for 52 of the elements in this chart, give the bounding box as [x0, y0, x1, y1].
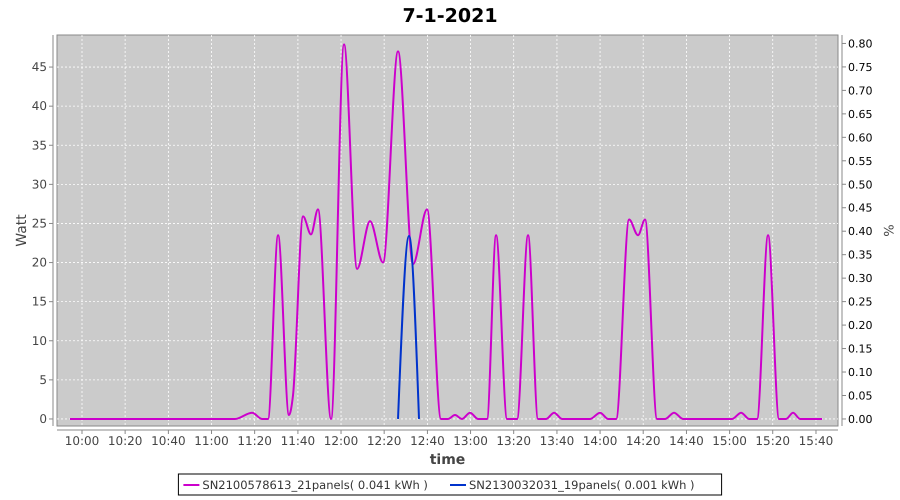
y-tick-label: 15 [32, 294, 47, 309]
y-axis-title: Watt [14, 214, 30, 247]
y2-tick-label: 0.45 [848, 202, 872, 215]
x-tick-label: 10:00 [64, 434, 100, 448]
legend-label: SN2130032031_19panels( 0.001 kWh ) [469, 478, 695, 492]
x-tick-label: 11:20 [237, 434, 272, 448]
y2-tick-label: 0.70 [848, 84, 872, 98]
y-tick-label: 5 [39, 372, 47, 387]
y2-tick-label: 0.60 [848, 131, 872, 144]
y2-tick-label: 0.35 [848, 248, 872, 262]
x-tick-label: 15:00 [712, 434, 747, 448]
y2-tick-label: 0.15 [848, 342, 872, 356]
x-tick-label: 15:40 [798, 434, 834, 448]
x-tick-label: 12:00 [324, 434, 358, 448]
x-tick-label: 14:40 [669, 434, 704, 448]
y-tick-label: 10 [32, 334, 47, 348]
x-tick-label: 11:00 [194, 434, 229, 448]
x-tick-label: 12:20 [366, 434, 402, 448]
y2-tick-label: 0.30 [848, 272, 872, 286]
y2-tick-label: 0.10 [848, 366, 872, 380]
y-tick-label: 20 [32, 256, 47, 270]
x-tick-label: 10:20 [108, 434, 142, 448]
y2-tick-label: 0.55 [848, 154, 872, 168]
x-tick-label: 14:00 [582, 434, 618, 448]
y2-tick-label: 0.25 [848, 296, 872, 309]
x-axis-title: time [430, 452, 466, 468]
x-tick-label: 13:00 [453, 434, 488, 448]
y2-axis-title: % [880, 224, 895, 237]
y-tick-label: 45 [32, 60, 47, 74]
y-tick-label: 40 [32, 99, 47, 114]
line-series [68, 43, 824, 420]
y-tick-label: 30 [32, 177, 47, 192]
y2-tick-label: 0.05 [848, 389, 872, 402]
y2-tick-label: 0.00 [848, 412, 872, 426]
y2-tick-label: 0.50 [848, 178, 872, 192]
x-tick-label: 10:40 [151, 434, 186, 448]
x-tick-label: 15:20 [755, 434, 790, 448]
y-tick-label: 0 [39, 412, 47, 426]
legend-label: SN2100578613_21panels( 0.041 kWh ) [202, 478, 428, 492]
y2-tick-label: 0.80 [848, 37, 872, 50]
y2-tick-label: 0.65 [848, 108, 872, 121]
y-tick-label: 25 [32, 216, 47, 230]
x-tick-label: 13:40 [540, 434, 574, 448]
x-tick-label: 12:40 [410, 434, 445, 448]
y2-tick-label: 0.40 [848, 225, 872, 238]
y-tick-label: 35 [32, 138, 47, 152]
y2-tick-label: 0.20 [848, 319, 872, 332]
x-tick-label: 11:40 [280, 434, 316, 448]
x-tick-label: 13:20 [496, 434, 531, 448]
chart-title: 7-1-2021 [402, 5, 498, 27]
x-tick-label: 14:20 [626, 434, 660, 448]
y2-tick-label: 0.75 [848, 60, 872, 74]
